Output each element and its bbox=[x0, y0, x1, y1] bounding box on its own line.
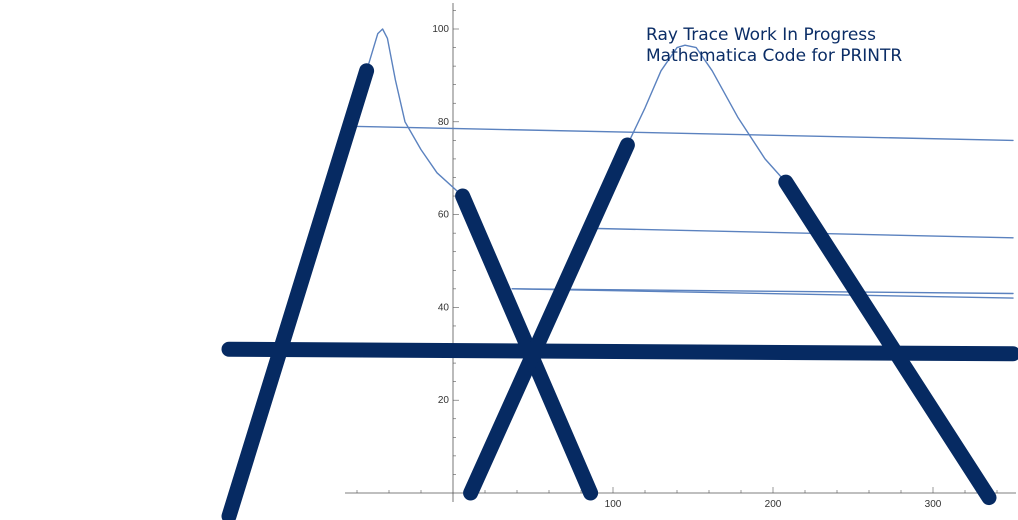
x-tick-label: 300 bbox=[925, 499, 942, 510]
thick-ray-4 bbox=[221, 341, 1018, 362]
thick-ray-3 bbox=[778, 174, 997, 506]
thin-ray-6 bbox=[626, 44, 787, 183]
y-tick-label: 80 bbox=[438, 117, 450, 128]
thin-ray-8 bbox=[596, 227, 1014, 239]
x-ticks: 100 200 300 bbox=[356, 487, 998, 510]
thick-series-group bbox=[221, 63, 1018, 520]
x-tick-label: 100 bbox=[605, 499, 622, 510]
y-tick-label: 20 bbox=[438, 395, 450, 406]
thick-ray-2 bbox=[463, 137, 635, 501]
thin-series-group bbox=[356, 28, 1014, 299]
thick-ray-0 bbox=[221, 63, 375, 520]
thin-ray-5 bbox=[365, 28, 464, 197]
y-tick-label: 60 bbox=[438, 210, 450, 221]
x-tick-label: 200 bbox=[765, 499, 782, 510]
chart-title-line-1: Ray Trace Work In Progress bbox=[646, 25, 876, 45]
thin-ray-9 bbox=[511, 288, 1014, 295]
chart-axes: 100 200 300 20 40 60 80 100 bbox=[345, 3, 1016, 510]
thin-ray-10 bbox=[511, 288, 1014, 299]
y-ticks: 20 40 60 80 100 bbox=[432, 10, 459, 475]
chart-title-line-2: Mathematica Code for PRINTR bbox=[646, 46, 902, 66]
thin-ray-7 bbox=[356, 125, 1014, 142]
y-tick-label: 100 bbox=[432, 24, 449, 35]
y-tick-label: 40 bbox=[438, 302, 450, 313]
